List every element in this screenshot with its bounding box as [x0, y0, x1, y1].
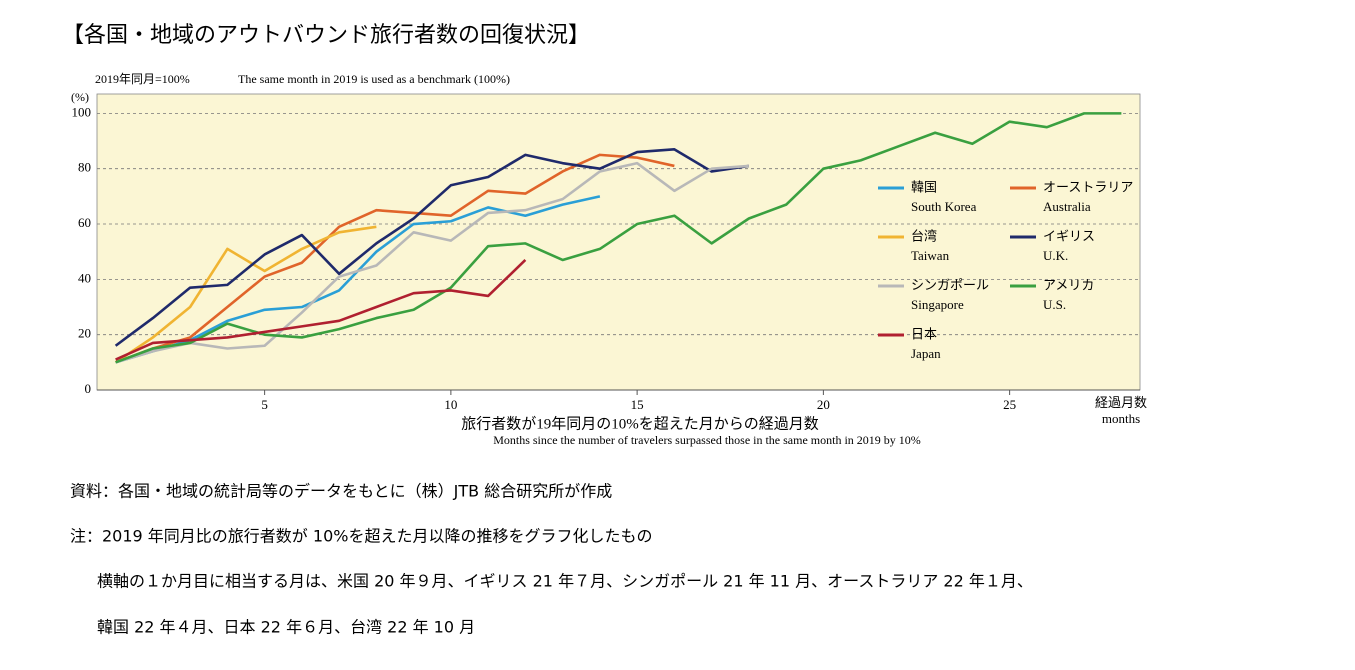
title: 【各国・地域のアウトバウンド旅行者数の回復状況】: [62, 23, 590, 48]
series-line: [115, 161, 749, 364]
legend-label-en: Taiwan: [911, 248, 950, 263]
legend-label-en: Singapore: [911, 297, 964, 312]
legend-label-en: Japan: [911, 346, 941, 361]
x-tick-label: 20: [817, 397, 830, 412]
y-tick-label: 0: [85, 381, 92, 396]
legend-label: 韓国: [911, 181, 937, 196]
y-tick-label: 100: [72, 104, 92, 119]
note: 注：2019 年同月比の旅行者数が 10%を超えた月以降の推移をグラフ化したもの: [70, 527, 652, 546]
x-label: 旅行者数が19年同月の10%を超えた月からの経過月数: [461, 415, 819, 432]
x-end-label: 経過月数: [1095, 395, 1147, 410]
y-tick-label: 80: [78, 160, 91, 175]
y-tick-label: 40: [78, 270, 91, 285]
y-tick-label: 60: [78, 215, 91, 230]
x-tick-label: 5: [261, 397, 268, 412]
x-tick-label: 15: [631, 397, 644, 412]
legend-label: イギリス: [1043, 230, 1095, 245]
x-tick-label: 25: [1003, 397, 1016, 412]
series-line: [114, 148, 750, 347]
note-line: 韓国 22 年４月、日本 22 年６月、台湾 22 年 10 月: [97, 618, 475, 637]
legend-label: 日本: [911, 328, 937, 343]
legend-label: シンガポール: [911, 279, 989, 294]
legend-label-en: South Korea: [911, 199, 977, 214]
legend-label: アメリカ: [1043, 279, 1094, 294]
subtitle-en: The same month in 2019 is used as a benc…: [238, 72, 510, 86]
legend-label-en: U.K.: [1043, 248, 1068, 263]
x-label-en: Months since the number of travelers sur…: [493, 433, 921, 447]
y-tick-label: 20: [78, 326, 91, 341]
legend-label: 台湾: [911, 229, 937, 245]
series-line: [115, 112, 1122, 364]
subtitle: 2019年同月=100%: [95, 72, 190, 86]
legend-label-en: U.S.: [1043, 297, 1066, 312]
series-line: [115, 153, 675, 364]
source-note: 資料：各国・地域の統計局等のデータをもとに（株）JTB 総合研究所が作成: [70, 482, 612, 501]
legend-label: オーストラリア: [1043, 181, 1133, 196]
x-end-label-en: months: [1102, 411, 1140, 426]
series-line: [115, 259, 527, 361]
legend-label-en: Australia: [1043, 199, 1091, 214]
x-tick-label: 10: [444, 397, 457, 412]
series-line: [114, 225, 377, 364]
y-unit: (%): [71, 90, 89, 104]
note-line: 横軸の１か月目に相当する月は、米国 20 年９月、イギリス 21 年７月、シンガ…: [97, 572, 1033, 591]
